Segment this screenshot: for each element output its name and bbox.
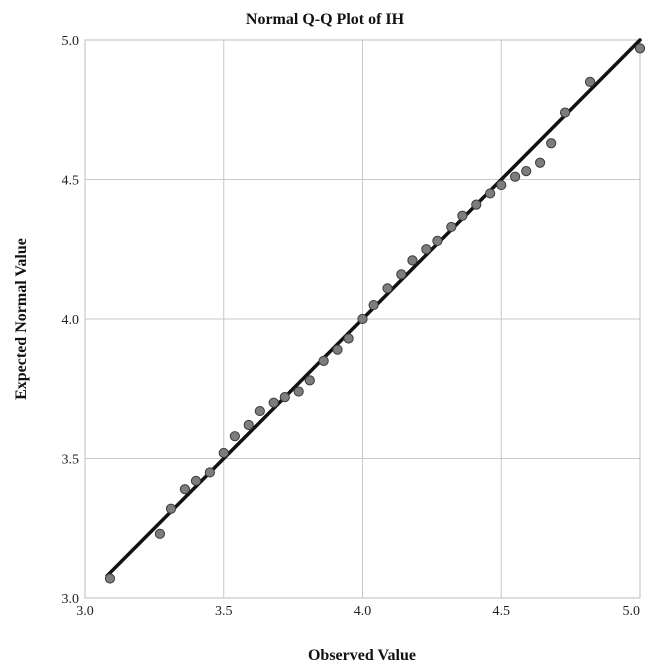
data-point	[584, 76, 596, 87]
x-tick-label: 3.0	[76, 604, 94, 619]
data-point	[279, 392, 290, 403]
y-tick-label: 3.5	[62, 453, 80, 468]
data-point	[634, 43, 646, 54]
data-point	[229, 431, 240, 442]
data-point	[179, 484, 190, 495]
data-point	[546, 138, 557, 149]
x-axis-label: Observed Value	[308, 647, 416, 664]
x-tick-label: 4.0	[354, 604, 372, 619]
data-point	[243, 419, 254, 431]
data-point	[521, 166, 532, 177]
x-tick-label: 4.5	[493, 604, 511, 619]
data-point	[318, 355, 329, 366]
data-point	[396, 269, 407, 280]
data-point	[154, 528, 166, 539]
data-point	[165, 503, 177, 514]
data-point	[382, 283, 393, 294]
x-tick-label: 5.0	[623, 604, 641, 619]
data-point	[332, 344, 343, 355]
data-point	[304, 375, 315, 386]
data-point	[190, 475, 202, 486]
data-point	[343, 333, 354, 344]
data-point	[457, 210, 468, 221]
y-tick-label: 3.0	[62, 592, 80, 607]
tick-layer: 3.0 3.5 4.0 4.5 5.0 3.0 3.5 4.0 4.5 5.0	[62, 34, 641, 619]
data-point	[254, 405, 265, 417]
y-tick-label: 4.0	[62, 313, 80, 328]
point-layer	[104, 43, 646, 584]
data-point	[368, 299, 379, 311]
data-point	[218, 447, 229, 459]
data-point	[432, 235, 443, 246]
data-point	[559, 107, 571, 118]
data-point	[485, 188, 496, 199]
x-tick-label: 3.5	[215, 604, 233, 619]
data-point	[446, 221, 457, 233]
data-point	[357, 313, 368, 325]
data-point	[471, 199, 482, 210]
data-point	[268, 397, 279, 408]
y-axis-label: Expected Normal Value	[13, 238, 30, 400]
data-point	[104, 573, 116, 584]
data-point	[204, 467, 215, 478]
plot-frame	[84, 39, 641, 599]
y-tick-label: 4.5	[62, 174, 80, 189]
chart-title: Normal Q-Q Plot of IH	[246, 11, 405, 28]
data-point	[407, 255, 418, 266]
y-tick-label: 5.0	[62, 34, 80, 49]
data-point	[535, 157, 546, 168]
data-point	[496, 179, 507, 191]
data-point	[293, 386, 304, 397]
data-point	[421, 244, 432, 255]
data-point	[510, 171, 521, 182]
